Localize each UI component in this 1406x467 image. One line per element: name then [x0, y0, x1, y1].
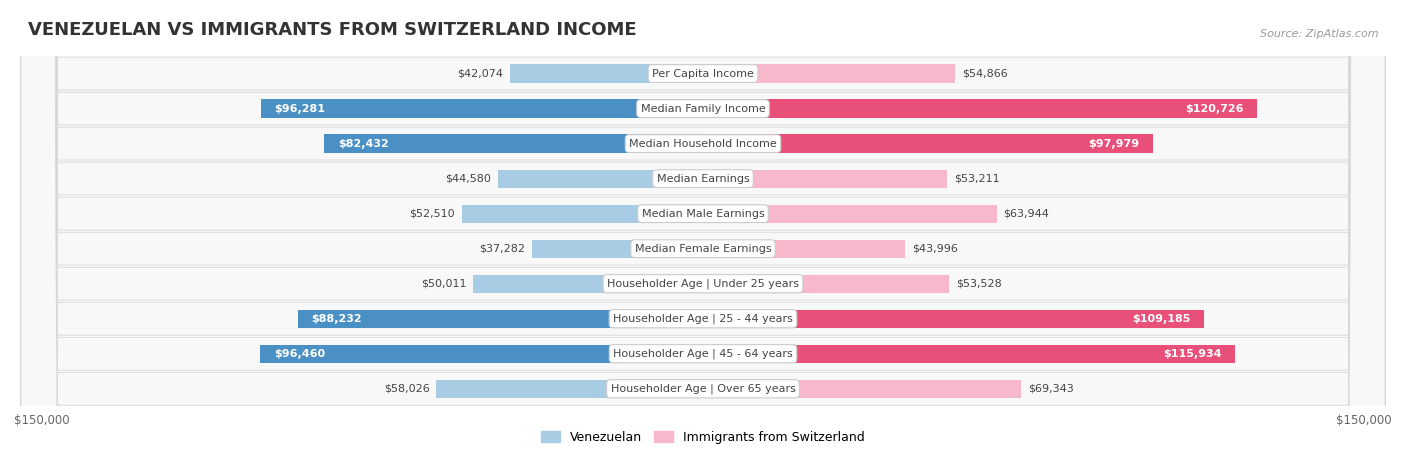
Text: $53,528: $53,528 [956, 279, 1001, 289]
Text: $63,944: $63,944 [1004, 209, 1049, 219]
Bar [260, 99, 703, 118]
Text: $88,232: $88,232 [312, 314, 363, 324]
Text: VENEZUELAN VS IMMIGRANTS FROM SWITZERLAND INCOME: VENEZUELAN VS IMMIGRANTS FROM SWITZERLAN… [28, 21, 637, 39]
FancyBboxPatch shape [21, 0, 1385, 467]
Text: $150,000: $150,000 [1336, 414, 1392, 427]
Bar [703, 380, 1022, 398]
Text: $37,282: $37,282 [479, 244, 524, 254]
FancyBboxPatch shape [21, 0, 1385, 467]
Text: $50,011: $50,011 [420, 279, 467, 289]
Bar [703, 99, 1257, 118]
Text: Median Household Income: Median Household Income [628, 139, 778, 149]
Text: Householder Age | Over 65 years: Householder Age | Over 65 years [610, 383, 796, 394]
Bar [703, 240, 905, 258]
Bar [703, 205, 997, 223]
Bar [298, 310, 703, 328]
FancyBboxPatch shape [21, 0, 1385, 467]
Text: $120,726: $120,726 [1185, 104, 1244, 113]
FancyBboxPatch shape [21, 0, 1385, 467]
Text: $97,979: $97,979 [1088, 139, 1139, 149]
Bar [260, 345, 703, 363]
Text: $44,580: $44,580 [446, 174, 491, 184]
Bar [703, 170, 948, 188]
Text: $109,185: $109,185 [1132, 314, 1191, 324]
Bar [325, 134, 703, 153]
Text: Householder Age | Under 25 years: Householder Age | Under 25 years [607, 278, 799, 289]
Text: $53,211: $53,211 [955, 174, 1000, 184]
Text: $96,460: $96,460 [274, 349, 325, 359]
Text: Source: ZipAtlas.com: Source: ZipAtlas.com [1260, 28, 1378, 39]
Text: Median Family Income: Median Family Income [641, 104, 765, 113]
Text: $69,343: $69,343 [1028, 384, 1074, 394]
FancyBboxPatch shape [21, 0, 1385, 467]
FancyBboxPatch shape [21, 0, 1385, 467]
Bar [703, 345, 1236, 363]
Bar [703, 310, 1205, 328]
FancyBboxPatch shape [21, 0, 1385, 467]
Text: Median Male Earnings: Median Male Earnings [641, 209, 765, 219]
FancyBboxPatch shape [21, 0, 1385, 467]
Text: Per Capita Income: Per Capita Income [652, 69, 754, 78]
Bar [474, 275, 703, 293]
Text: Median Earnings: Median Earnings [657, 174, 749, 184]
Text: Householder Age | 45 - 64 years: Householder Age | 45 - 64 years [613, 348, 793, 359]
Bar [498, 170, 703, 188]
Text: $115,934: $115,934 [1163, 349, 1222, 359]
Text: $58,026: $58,026 [384, 384, 430, 394]
Text: $52,510: $52,510 [409, 209, 456, 219]
FancyBboxPatch shape [21, 0, 1385, 467]
Bar [703, 275, 949, 293]
Text: $54,866: $54,866 [962, 69, 1008, 78]
Text: $43,996: $43,996 [912, 244, 957, 254]
Bar [703, 64, 955, 83]
Bar [703, 134, 1153, 153]
Text: $150,000: $150,000 [14, 414, 70, 427]
Text: $82,432: $82,432 [339, 139, 389, 149]
Text: $96,281: $96,281 [274, 104, 326, 113]
FancyBboxPatch shape [21, 0, 1385, 467]
Bar [510, 64, 703, 83]
Bar [531, 240, 703, 258]
Legend: Venezuelan, Immigrants from Switzerland: Venezuelan, Immigrants from Switzerland [536, 426, 870, 449]
Bar [461, 205, 703, 223]
Bar [436, 380, 703, 398]
Text: Householder Age | 25 - 44 years: Householder Age | 25 - 44 years [613, 313, 793, 324]
Text: $42,074: $42,074 [457, 69, 503, 78]
Text: Median Female Earnings: Median Female Earnings [634, 244, 772, 254]
